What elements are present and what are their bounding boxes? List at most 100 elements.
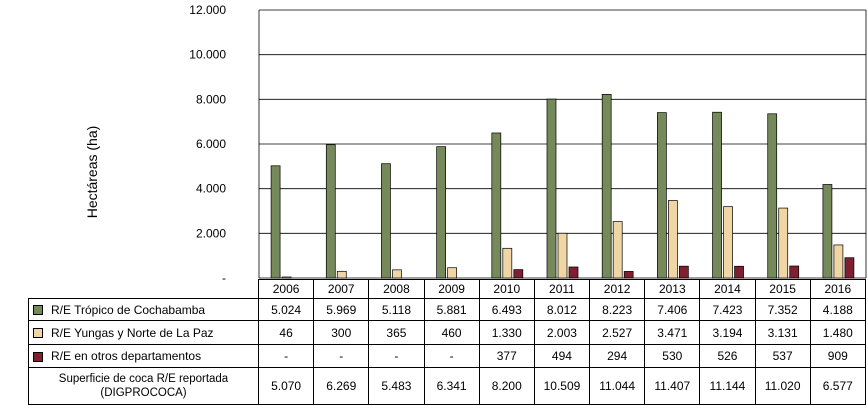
bars	[270, 94, 855, 279]
data-cell: -	[257, 344, 315, 368]
total-cell: 5.483	[368, 367, 425, 405]
table-total-row: Superficie de coca R/E reportada (DIGPRO…	[28, 367, 866, 405]
data-cell: 2.527	[589, 320, 646, 345]
total-cell: 10.509	[533, 367, 591, 405]
total-cell: 5.070	[257, 367, 315, 405]
data-cell: 3.194	[699, 320, 756, 345]
bar-tropico-2008	[381, 163, 391, 279]
series-legend-label: R/E Trópico de Cochabamba	[28, 298, 259, 321]
data-table: 2006 2007 2008 2009 2010 2011 2012 2013 2014 2015…	[28, 279, 866, 405]
bar-otros-2015	[789, 265, 800, 279]
data-cell: 377	[478, 344, 535, 368]
bar-yungas-2013	[668, 200, 678, 279]
bar-tropico-2012	[601, 94, 612, 279]
data-cell: 3.131	[754, 320, 811, 345]
bar-otros-2011	[568, 266, 579, 279]
bar-otros-2012	[623, 271, 634, 279]
bar-otros-2013	[679, 265, 689, 279]
bar-yungas-2010	[502, 247, 513, 279]
data-cell: 2.003	[533, 320, 591, 345]
data-cell: 5.969	[313, 298, 370, 321]
data-cell: 46	[257, 320, 315, 345]
data-cell: 909	[809, 344, 866, 368]
table-row: R/E Trópico de Cochabamba 5.024 5.969 5.118…	[28, 298, 866, 321]
data-cell: 494	[533, 344, 591, 368]
bar-otros-2014	[734, 265, 744, 279]
legend-swatch	[33, 351, 43, 362]
legend-swatch	[33, 328, 43, 339]
series-name: R/E en otros departamentos	[51, 349, 202, 363]
y-tick-label: 4.000	[196, 182, 226, 196]
data-cell: 1.480	[809, 320, 866, 345]
data-cell: 365	[368, 320, 425, 345]
bar-otros-2010	[513, 269, 524, 279]
total-cell: 8.200	[478, 367, 535, 405]
year-header: 2016	[809, 279, 866, 299]
bar-tropico-2016	[822, 184, 833, 279]
year-header: 2013	[644, 279, 701, 299]
data-cell: 3.471	[644, 320, 701, 345]
bar-chart: - 2.000 4.000 6.000 8.000 10.000 12.000 Hectár…	[84, 3, 867, 280]
data-cell: 7.352	[754, 298, 811, 321]
y-tick-label: 8.000	[196, 92, 226, 106]
data-cell: 8.223	[589, 298, 646, 321]
y-tick-label: 12.000	[189, 3, 226, 17]
data-cell: 537	[754, 344, 811, 368]
series-legend-label: R/E en otros departamentos	[28, 344, 259, 368]
bar-tropico-2010	[491, 132, 502, 279]
y-axis-label: Hectáreas (ha)	[84, 126, 100, 219]
bar-yungas-2006	[281, 276, 292, 279]
bar-tropico-2009	[436, 146, 446, 279]
data-cell: -	[368, 344, 425, 368]
data-cell: 1.330	[478, 320, 535, 345]
table-header-row: 2006 2007 2008 2009 2010 2011 2012 2013 2014 2015…	[29, 279, 866, 299]
total-cell: 11.144	[699, 367, 756, 405]
year-header: 2006	[257, 279, 315, 299]
y-tick-label: 2.000	[196, 226, 226, 240]
year-header: 2010	[478, 279, 535, 299]
table-corner	[29, 280, 259, 299]
legend-swatch	[33, 305, 43, 316]
data-cell: 300	[313, 320, 370, 345]
total-cell: 6.577	[809, 367, 866, 405]
bar-tropico-2014	[712, 111, 722, 279]
data-cell: 7.406	[644, 298, 701, 321]
bar-yungas-2009	[447, 267, 457, 279]
bar-yungas-2011	[557, 232, 568, 279]
bar-tropico-2015	[767, 113, 778, 279]
year-header: 2008	[368, 279, 425, 299]
data-cell: 5.024	[257, 298, 315, 321]
data-cell: 4.188	[809, 298, 866, 321]
bar-yungas-2008	[392, 269, 402, 279]
data-cell: -	[423, 344, 480, 368]
total-cell: 6.341	[423, 367, 480, 405]
data-cell: 294	[589, 344, 646, 368]
bar-yungas-2015	[778, 207, 789, 279]
bar-tropico-2013	[657, 112, 667, 279]
bar-yungas-2014	[723, 206, 733, 279]
data-cell: 5.881	[423, 298, 480, 321]
year-header: 2012	[589, 279, 646, 299]
table-row: R/E en otros departamentos - - - -377 494 294 5…	[28, 344, 866, 368]
year-header: 2015	[754, 279, 811, 299]
total-cell: 11.407	[644, 367, 701, 405]
year-header: 2011	[533, 279, 591, 299]
bar-tropico-2011	[546, 98, 557, 279]
bar-tropico-2007	[325, 144, 336, 279]
year-header: 2009	[423, 279, 480, 299]
gridlines	[258, 9, 867, 279]
y-tick-label: -	[222, 271, 226, 280]
bar-yungas-2007	[336, 270, 347, 279]
series-legend-label: R/E Yungas y Norte de La Paz	[28, 320, 259, 345]
series-name: R/E Yungas y Norte de La Paz	[51, 325, 214, 340]
total-cell: 11.044	[589, 367, 646, 405]
bar-otros-2016	[844, 257, 855, 279]
data-cell: -	[313, 344, 370, 368]
table-row: R/E Yungas y Norte de La Paz 46 300 365 460 1…	[28, 320, 866, 345]
year-header: 2007	[313, 279, 370, 299]
y-tick-label: 6.000	[196, 137, 226, 151]
data-cell: 7.423	[699, 298, 756, 321]
year-header: 2014	[699, 279, 756, 299]
y-tick-label: 10.000	[189, 48, 226, 62]
bar-yungas-2016	[833, 244, 844, 279]
